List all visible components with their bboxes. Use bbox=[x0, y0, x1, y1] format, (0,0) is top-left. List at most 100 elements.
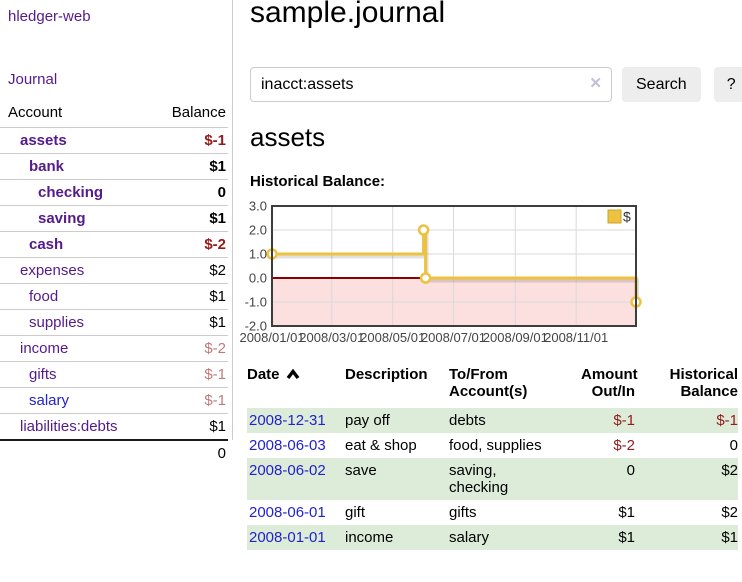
help-button[interactable]: ? bbox=[713, 67, 742, 102]
transaction-row: 2008-06-03 eat & shop food, supplies $-2 0 bbox=[247, 433, 738, 458]
register-header-accounts: To/From Account(s) bbox=[449, 366, 528, 400]
search-button[interactable]: Search bbox=[622, 67, 701, 102]
svg-text:0.0: 0.0 bbox=[249, 271, 267, 286]
account-link-income[interactable]: income bbox=[20, 340, 69, 357]
account-balance: $1 bbox=[154, 205, 228, 232]
account-row: saving $1 bbox=[0, 205, 228, 232]
account-link-gifts[interactable]: gifts bbox=[29, 366, 57, 383]
transaction-balance: $-1 bbox=[716, 412, 738, 429]
transaction-description: pay off bbox=[345, 412, 390, 429]
transaction-date-cell: 2008-12-31 bbox=[247, 408, 345, 433]
transaction-accounts: salary bbox=[449, 529, 490, 546]
svg-text:3.0: 3.0 bbox=[249, 199, 267, 214]
transaction-accounts: debts bbox=[449, 412, 486, 429]
transaction-row: 2008-01-01 income salary $1 $1 bbox=[247, 525, 738, 550]
account-balance: 0 bbox=[154, 179, 228, 206]
account-balance: $-2 bbox=[154, 335, 228, 362]
transaction-balance: $2 bbox=[721, 462, 738, 479]
transaction-accounts: gifts bbox=[449, 504, 477, 521]
svg-text:2008/01/01: 2008/01/01 bbox=[239, 330, 304, 345]
account-link-bank[interactable]: bank bbox=[29, 158, 65, 175]
account-balance: $1 bbox=[154, 283, 228, 310]
svg-text:-2.0: -2.0 bbox=[245, 319, 267, 334]
transaction-date-cell: 2008-06-02 bbox=[247, 458, 345, 500]
account-link-assets[interactable]: assets bbox=[20, 132, 67, 149]
transaction-balance: 0 bbox=[729, 437, 738, 454]
accounts-body: assets $-1 bank $1 checking 0 saving $1 cash $-2 e… bbox=[0, 128, 228, 440]
account-row: cash $-2 bbox=[0, 231, 228, 258]
transaction-amount: $1 bbox=[618, 529, 635, 546]
account-link-food[interactable]: food bbox=[29, 288, 59, 305]
svg-text:2008/09/01: 2008/09/01 bbox=[483, 330, 548, 345]
account-balance: $-2 bbox=[154, 231, 228, 258]
transaction-balance: $2 bbox=[721, 504, 738, 521]
account-link-saving[interactable]: saving bbox=[38, 210, 86, 227]
account-link-salary[interactable]: salary bbox=[29, 392, 70, 409]
journal-link[interactable]: Journal bbox=[8, 71, 58, 88]
search-box: ✕ bbox=[250, 67, 612, 102]
account-link-checking[interactable]: checking bbox=[38, 184, 104, 201]
account-row: income $-2 bbox=[0, 335, 228, 362]
account-row: supplies $1 bbox=[0, 309, 228, 336]
transaction-accounts: food, supplies bbox=[449, 437, 542, 454]
svg-text:2.0: 2.0 bbox=[249, 223, 267, 238]
accounts-header-account: Account bbox=[0, 100, 155, 128]
transaction-accounts: saving, checking bbox=[449, 462, 509, 496]
account-row: checking 0 bbox=[0, 179, 228, 206]
account-row: assets $-1 bbox=[0, 128, 228, 154]
account-balance: $1 bbox=[154, 413, 228, 440]
account-link-expenses[interactable]: expenses bbox=[20, 262, 85, 279]
clear-search-icon[interactable]: ✕ bbox=[589, 75, 602, 92]
search-input[interactable] bbox=[250, 67, 612, 102]
svg-text:2008/07/01: 2008/07/01 bbox=[421, 330, 486, 345]
transaction-description: eat & shop bbox=[345, 437, 417, 454]
svg-text:2008/03/01: 2008/03/01 bbox=[299, 330, 364, 345]
account-balance: $1 bbox=[154, 309, 228, 336]
register-header-date[interactable]: Date bbox=[247, 362, 345, 408]
transaction-row: 2008-06-02 save saving, checking 0 $2 bbox=[247, 458, 738, 500]
register-header-balance: Historical Balance bbox=[669, 366, 738, 400]
account-row: liabilities:debts $1 bbox=[0, 413, 228, 440]
account-balance: $1 bbox=[154, 153, 228, 180]
transaction-date-cell: 2008-06-03 bbox=[247, 433, 345, 458]
sort-ascending-icon bbox=[286, 369, 299, 380]
accounts-total-value: 0 bbox=[154, 439, 228, 466]
account-link-cash[interactable]: cash bbox=[29, 236, 64, 253]
transaction-date-cell: 2008-06-01 bbox=[247, 500, 345, 525]
svg-text:$: $ bbox=[623, 209, 631, 225]
svg-text:2008/05/01: 2008/05/01 bbox=[360, 330, 425, 345]
app-title-link[interactable]: hledger-web bbox=[8, 8, 91, 25]
sidebar: hledger-web Journal Account Balance asse… bbox=[0, 0, 233, 466]
account-link-liabilities-debts[interactable]: liabilities:debts bbox=[20, 418, 118, 435]
transaction-amount: 0 bbox=[626, 462, 635, 479]
section-title: assets bbox=[250, 122, 326, 152]
transaction-date-link[interactable]: 2008-06-03 bbox=[249, 437, 326, 454]
register-table: Date Description To/From Account(s) Amou… bbox=[247, 362, 738, 550]
accounts-header-balance: Balance bbox=[154, 100, 228, 128]
transaction-row: 2008-06-01 gift gifts $1 $2 bbox=[247, 500, 738, 525]
accounts-total-row: 0 bbox=[0, 439, 228, 466]
transaction-row: 2008-12-31 pay off debts $-1 $-1 bbox=[247, 408, 738, 433]
account-row: gifts $-1 bbox=[0, 361, 228, 388]
transaction-date-link[interactable]: 2008-12-31 bbox=[249, 412, 326, 429]
search-row: ✕ Search ? bbox=[250, 67, 742, 102]
transaction-amount: $1 bbox=[618, 504, 635, 521]
main-content: sample.journal ✕ Search ? assets Histori… bbox=[239, 0, 742, 582]
transaction-description: income bbox=[345, 529, 394, 546]
transaction-date-link[interactable]: 2008-06-02 bbox=[249, 462, 326, 479]
chart-title: Historical Balance: bbox=[250, 173, 386, 190]
svg-text:-1.0: -1.0 bbox=[245, 295, 267, 310]
account-balance: $2 bbox=[154, 257, 228, 284]
account-row: food $1 bbox=[0, 283, 228, 310]
transaction-date-link[interactable]: 2008-01-01 bbox=[249, 529, 326, 546]
register-header-amount: Amount Out/In bbox=[581, 366, 638, 400]
transaction-date-link[interactable]: 2008-06-01 bbox=[249, 504, 326, 521]
register-header-description: Description bbox=[345, 366, 428, 383]
account-link-supplies[interactable]: supplies bbox=[29, 314, 85, 331]
transaction-balance: $1 bbox=[721, 529, 738, 546]
account-balance: $-1 bbox=[154, 361, 228, 388]
transaction-date-cell: 2008-01-01 bbox=[247, 525, 345, 550]
chart-canvas: $3.0 2.0 1.0 0.0 -1.0 -2.02008/01/012008/03/0… bbox=[239, 199, 642, 345]
historical-balance-chart: $3.0 2.0 1.0 0.0 -1.0 -2.0 2008/01/01 2008/03/0… bbox=[239, 199, 742, 350]
account-balance: $-1 bbox=[204, 132, 226, 149]
